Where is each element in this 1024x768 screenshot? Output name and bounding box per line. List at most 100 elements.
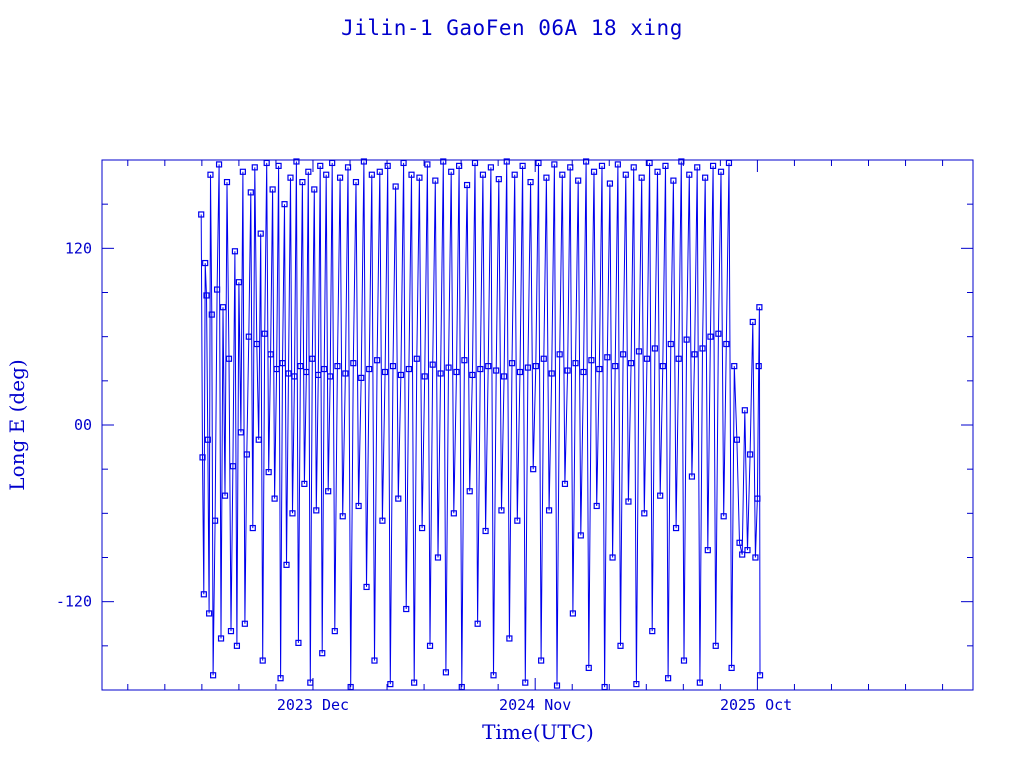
data-point	[291, 373, 298, 380]
data-point	[680, 657, 688, 664]
data-point	[519, 162, 526, 169]
data-point	[245, 333, 252, 340]
data-point	[379, 517, 386, 524]
data-point	[241, 620, 248, 627]
data-point	[219, 304, 227, 311]
data-point	[543, 174, 550, 181]
data-point	[540, 355, 547, 362]
data-point	[405, 365, 412, 373]
data-point	[620, 351, 627, 358]
data-point	[257, 230, 264, 237]
data-point	[271, 495, 278, 502]
data-point	[625, 498, 632, 505]
data-point	[572, 360, 579, 367]
data-point	[575, 177, 582, 184]
data-point	[670, 177, 677, 184]
data-point	[327, 373, 334, 380]
data-point	[450, 510, 457, 517]
data-point	[559, 171, 566, 178]
data-point	[580, 368, 587, 376]
data-point	[469, 371, 476, 379]
data-point	[448, 168, 455, 175]
data-point	[299, 178, 306, 186]
data-point	[688, 473, 696, 480]
data-point	[247, 189, 254, 196]
data-point	[614, 161, 621, 168]
data-point	[442, 669, 450, 676]
data-point	[453, 368, 460, 376]
data-point	[293, 158, 300, 165]
data-point	[503, 158, 510, 165]
series-line	[200, 161, 761, 688]
y-tick-label: 120	[65, 239, 92, 257]
data-point	[200, 591, 207, 598]
data-point	[203, 292, 210, 299]
data-point	[731, 363, 738, 370]
data-point	[699, 345, 706, 352]
data-point	[202, 259, 209, 267]
data-point	[551, 161, 558, 168]
data-point	[323, 171, 330, 178]
data-point	[303, 368, 310, 376]
data-point	[643, 355, 651, 362]
data-point	[416, 174, 423, 181]
data-point	[756, 304, 763, 311]
data-point	[678, 158, 685, 165]
tick-labels: 120 00 -120 2023 Dec 2024 Nov 2025 Oct	[56, 239, 792, 714]
data-point	[267, 351, 274, 358]
data-point	[683, 336, 690, 343]
data-point	[331, 628, 338, 635]
data-point	[309, 355, 316, 362]
data-point	[622, 171, 629, 178]
data-point	[283, 561, 290, 568]
data-point	[532, 363, 539, 370]
data-point	[389, 363, 397, 370]
chart-title: Jilin-1 GaoFen 06A 18 xing	[341, 16, 683, 40]
data-point	[297, 363, 304, 370]
data-point	[363, 583, 370, 591]
data-point	[287, 174, 294, 181]
data-point	[261, 330, 268, 337]
data-point	[315, 371, 322, 379]
data-point	[744, 547, 751, 554]
data-point	[604, 354, 611, 361]
data-point	[371, 657, 378, 664]
data-point	[654, 168, 661, 175]
data-point	[387, 681, 394, 688]
data-point	[223, 178, 231, 186]
data-point	[289, 510, 296, 517]
data-point	[352, 178, 360, 186]
data-point	[717, 168, 725, 175]
data-point	[530, 466, 537, 473]
data-point	[524, 364, 532, 371]
data-point	[561, 480, 569, 487]
data-point	[477, 365, 484, 373]
data-point	[418, 524, 426, 532]
data-point	[432, 177, 439, 184]
data-point	[231, 248, 239, 255]
data-point	[609, 554, 616, 561]
data-point	[675, 355, 682, 362]
data-point	[210, 672, 217, 679]
data-point	[694, 164, 701, 171]
data-point	[662, 162, 669, 169]
data-point	[325, 488, 332, 495]
data-point	[434, 554, 442, 561]
data-point	[461, 357, 468, 364]
data-point	[198, 211, 205, 218]
data-point	[741, 407, 748, 414]
y-tick-label: 00	[74, 416, 92, 434]
data-point	[319, 650, 326, 657]
data-point	[593, 502, 600, 510]
data-point	[749, 318, 756, 326]
data-point	[635, 348, 643, 355]
data-point	[516, 368, 524, 376]
data-point	[704, 547, 711, 554]
data-point	[217, 635, 225, 642]
data-point	[720, 513, 727, 520]
data-point	[493, 367, 500, 374]
data-point	[317, 162, 324, 169]
data-point	[360, 158, 367, 165]
data-point	[199, 454, 206, 461]
x-tick-label: 2024 Nov	[499, 696, 571, 714]
